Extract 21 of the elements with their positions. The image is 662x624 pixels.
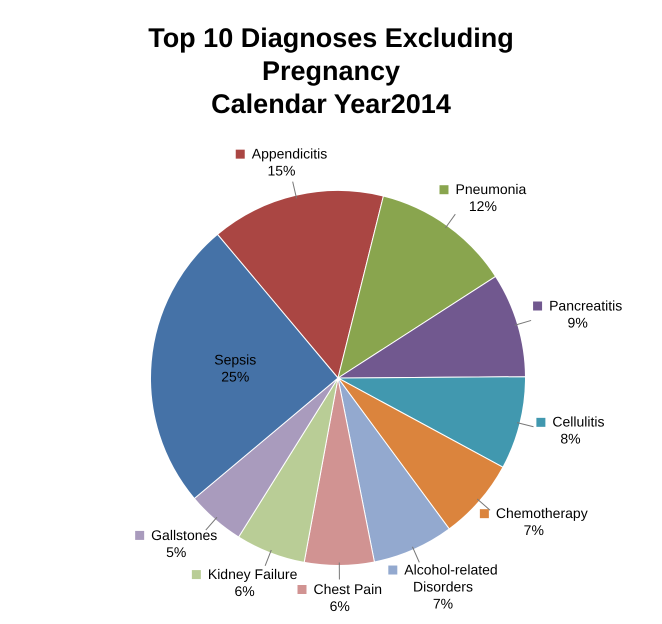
data-label: 9%: [568, 314, 588, 330]
legend-label: Pancreatitis: [549, 297, 622, 314]
data-label: 15%: [267, 162, 296, 179]
data-label: 25%: [221, 368, 250, 384]
chart-title: Top 10 Diagnoses Excluding Pregnancy Calendar Year2014: [147, 22, 515, 121]
legend-label: Appendicitis: [252, 146, 328, 162]
data-label: 6%: [330, 598, 350, 614]
data-label: 8%: [560, 430, 581, 447]
legend-label: Gallstones: [151, 526, 218, 543]
data-label: 12%: [468, 198, 497, 214]
data-label: 5%: [166, 544, 186, 560]
legend-label: Kidney Failure: [208, 566, 298, 582]
data-label: 6%: [234, 582, 255, 599]
data-label: 7%: [524, 522, 544, 538]
data-label: 7%: [432, 595, 454, 612]
legend-label: Chest Pain: [313, 580, 382, 597]
legend-label: Chemotherapy: [496, 505, 588, 522]
slice-label: Sepsis: [214, 351, 256, 368]
legend-label: Cellulitis: [552, 414, 605, 430]
legend-label: Pneumonia: [455, 181, 527, 198]
legend-label: Alcohol-related Disorders: [404, 561, 498, 594]
